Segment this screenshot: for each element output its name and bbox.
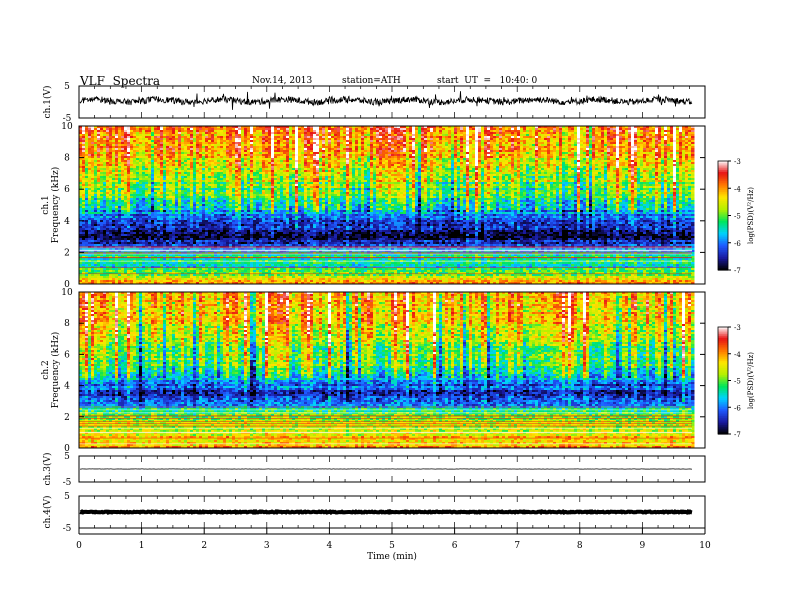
ch1-spectrogram-heatmap: [79, 126, 695, 285]
vlf-figure: 0246810ch.1 Frequency (kHz)-3-4-5-6-7log(…: [0, 0, 792, 612]
